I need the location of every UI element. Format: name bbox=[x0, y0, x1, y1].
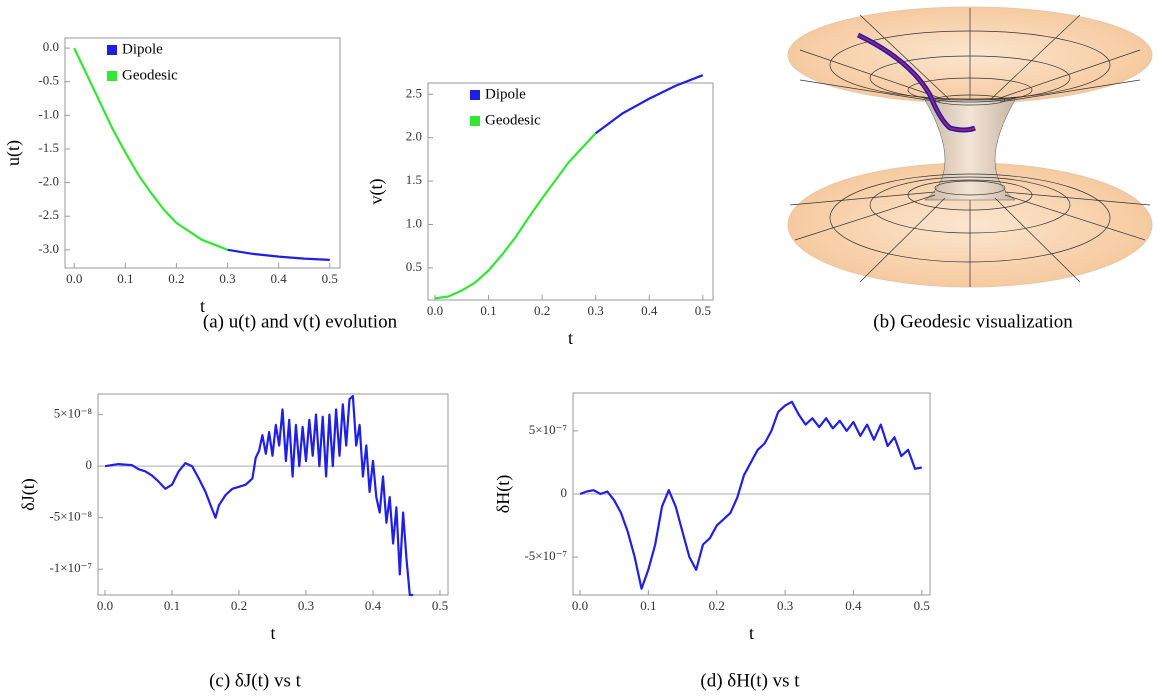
legend-label: Geodesic bbox=[122, 67, 178, 83]
y-tick-label: 0.0 bbox=[43, 39, 59, 54]
x-tick-label: 0.1 bbox=[164, 598, 180, 613]
y-tick-label: -5×10⁻⁸ bbox=[49, 509, 92, 524]
x-axis-label: t bbox=[568, 328, 573, 348]
y-axis-label: u(t) bbox=[3, 140, 24, 166]
y-tick-label: -3.0 bbox=[38, 241, 59, 256]
y-tick-label: 1.0 bbox=[406, 215, 422, 230]
caption: (c) δJ(t) vs t bbox=[209, 670, 302, 691]
x-tick-label: 0.5 bbox=[322, 271, 338, 286]
legend-label: Dipole bbox=[485, 86, 526, 102]
y-tick-label: 5×10⁻⁷ bbox=[529, 422, 567, 437]
x-tick-label: 0.4 bbox=[641, 303, 658, 318]
y-tick-label: 0 bbox=[86, 457, 93, 472]
x-tick-label: 0.5 bbox=[432, 598, 448, 613]
x-tick-label: 0.5 bbox=[914, 598, 930, 613]
x-tick-label: 0.0 bbox=[427, 303, 443, 318]
x-tick-label: 0.0 bbox=[66, 271, 82, 286]
x-tick-label: 0.3 bbox=[588, 303, 604, 318]
y-tick-label: 5×10⁻⁸ bbox=[54, 406, 93, 421]
data-line bbox=[104, 395, 414, 597]
x-tick-label: 0.4 bbox=[365, 598, 382, 613]
legend-swatch bbox=[107, 71, 117, 81]
x-tick-label: 0.3 bbox=[777, 598, 793, 613]
caption: (a) u(t) and v(t) evolution bbox=[203, 311, 398, 332]
data-line bbox=[227, 248, 330, 261]
x-tick-label: 0.0 bbox=[97, 598, 113, 613]
x-tick-label: 0.2 bbox=[534, 303, 550, 318]
y-tick-label: 1.5 bbox=[406, 172, 422, 187]
x-tick-label: 0.2 bbox=[168, 271, 184, 286]
data-line bbox=[73, 47, 228, 251]
plot-frame bbox=[427, 82, 714, 301]
x-axis-label: t bbox=[749, 623, 754, 643]
data-line bbox=[595, 74, 704, 135]
x-tick-label: 0.5 bbox=[695, 303, 711, 318]
y-tick-label: -1.5 bbox=[38, 140, 59, 155]
x-tick-label: 0.4 bbox=[845, 598, 862, 613]
wormhole-illustration bbox=[787, 6, 1153, 288]
legend-label: Dipole bbox=[122, 41, 163, 57]
x-tick-label: 0.3 bbox=[219, 271, 235, 286]
x-tick-label: 0.2 bbox=[709, 598, 725, 613]
data-line bbox=[579, 400, 923, 590]
y-tick-label: -0.5 bbox=[38, 73, 59, 88]
caption: (b) Geodesic visualization bbox=[873, 311, 1073, 332]
caption: (d) δH(t) vs t bbox=[700, 670, 800, 691]
y-tick-label: 2.5 bbox=[406, 85, 422, 100]
legend-swatch bbox=[470, 116, 480, 126]
y-tick-label: 0.5 bbox=[406, 259, 422, 274]
x-tick-label: 0.4 bbox=[271, 271, 288, 286]
x-tick-label: 0.1 bbox=[480, 303, 496, 318]
legend-swatch bbox=[470, 90, 480, 100]
y-tick-label: 0 bbox=[561, 485, 568, 500]
y-tick-label: -2.5 bbox=[38, 207, 59, 222]
y-tick-label: -5×10⁻⁷ bbox=[524, 548, 567, 563]
y-axis-label: δH(t) bbox=[493, 475, 514, 513]
plot-frame bbox=[64, 37, 341, 269]
y-tick-label: -1.0 bbox=[38, 106, 59, 121]
x-tick-label: 0.0 bbox=[572, 598, 588, 613]
y-tick-label: -2.0 bbox=[38, 174, 59, 189]
x-tick-label: 0.1 bbox=[640, 598, 656, 613]
y-axis-label: δJ(t) bbox=[18, 478, 39, 510]
plot-frame bbox=[97, 393, 449, 596]
data-line bbox=[434, 132, 597, 300]
legend-label: Geodesic bbox=[485, 112, 541, 128]
x-tick-label: 0.3 bbox=[298, 598, 314, 613]
y-tick-label: 2.0 bbox=[406, 129, 422, 144]
y-tick-label: -1×10⁻⁷ bbox=[49, 560, 92, 575]
y-axis-label: v(t) bbox=[366, 179, 387, 205]
legend-swatch bbox=[107, 45, 117, 55]
x-axis-label: t bbox=[200, 296, 205, 316]
x-tick-label: 0.2 bbox=[231, 598, 247, 613]
x-tick-label: 0.1 bbox=[117, 271, 133, 286]
x-axis-label: t bbox=[270, 623, 275, 643]
